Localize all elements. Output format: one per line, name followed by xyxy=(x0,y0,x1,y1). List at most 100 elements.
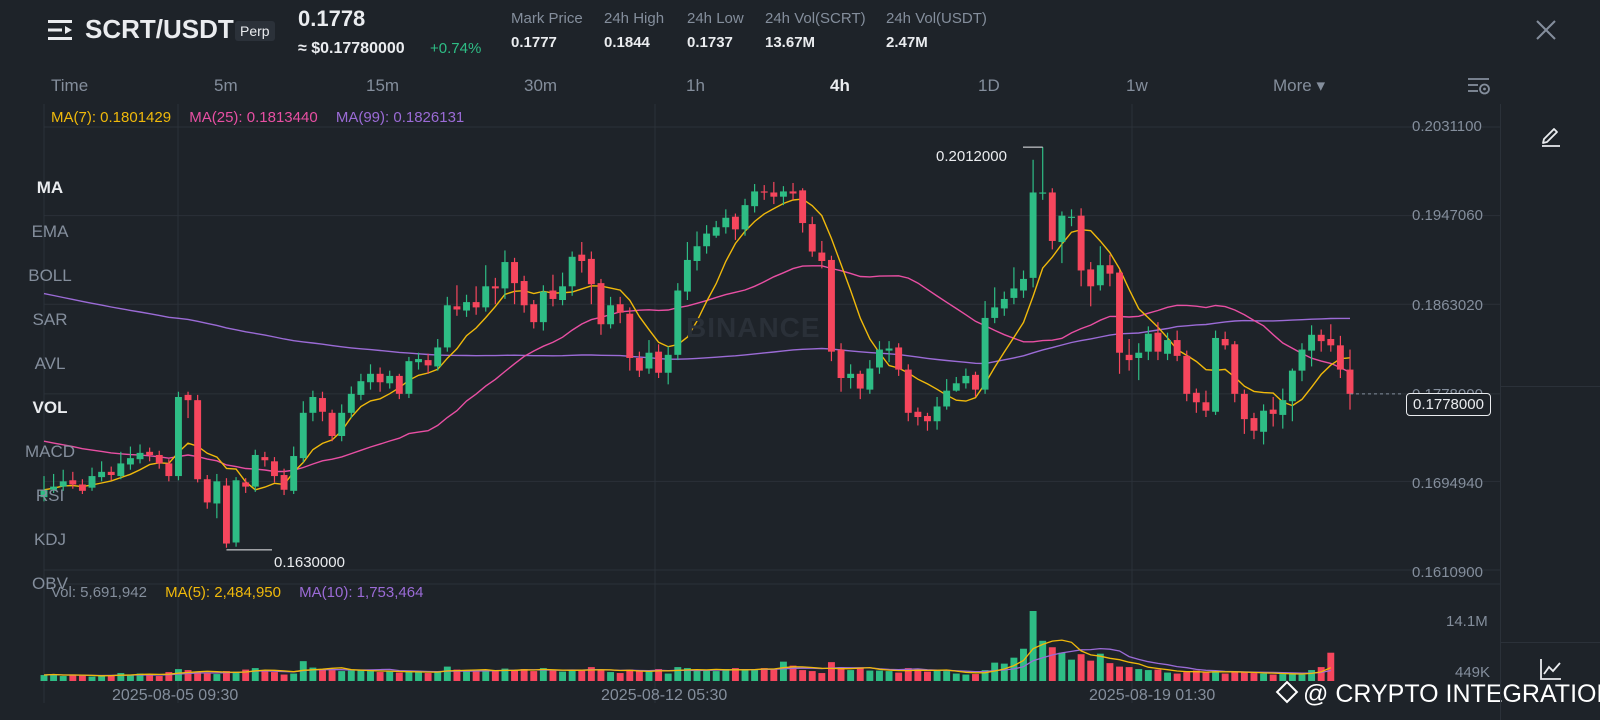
stat-value: 0.1844 xyxy=(604,34,650,51)
candle-body xyxy=(69,480,77,485)
volume-bar xyxy=(722,669,730,681)
candle-body xyxy=(1260,410,1268,432)
chart-settings-icon[interactable] xyxy=(1467,76,1491,96)
candle-body xyxy=(645,352,653,369)
candle-body xyxy=(1048,192,1056,241)
price-change: +0.74% xyxy=(430,40,482,57)
candle-body xyxy=(827,259,835,352)
candle-body xyxy=(1077,215,1085,271)
stat-24h-vol-base: 24h Vol(SCRT) 13.67M xyxy=(765,10,866,51)
candle-body xyxy=(1240,393,1248,420)
indicator-obv[interactable]: OBV xyxy=(32,574,68,593)
candle-body xyxy=(386,375,394,384)
candle-body xyxy=(1221,339,1229,346)
volume-bar xyxy=(578,670,586,681)
indicator-macd[interactable]: MACD xyxy=(24,442,76,461)
vol-ma10-value: MA(10): 1,753,464 xyxy=(299,584,424,601)
pen-icon[interactable] xyxy=(1539,123,1563,147)
volume-bar xyxy=(616,673,624,681)
volume-bar xyxy=(645,671,653,681)
candle-body xyxy=(213,481,221,504)
volume-bar xyxy=(655,669,663,681)
volume-bar xyxy=(914,668,922,681)
volume-bar xyxy=(367,671,374,681)
volume-bar xyxy=(424,673,432,681)
candle-body xyxy=(933,406,941,422)
candle-body xyxy=(578,254,586,261)
volume-bar xyxy=(98,676,106,681)
current-price-tag: 0.1778000 xyxy=(1406,393,1491,416)
volume-bar xyxy=(991,662,999,681)
volume-bar xyxy=(69,675,77,681)
candle-body xyxy=(1269,409,1277,414)
volume-bar xyxy=(40,675,48,681)
ma7-value: MA(7): 0.1801429 xyxy=(51,109,172,126)
stat-value: 2.47M xyxy=(886,34,928,51)
indicator-ema[interactable]: EMA xyxy=(31,222,69,241)
volume-bar xyxy=(242,669,250,681)
pair-title[interactable]: SCRT/USDT xyxy=(85,14,234,44)
low-annotation: 0.1630000 xyxy=(274,554,345,571)
stat-24h-high: 24h High 0.1844 xyxy=(604,10,664,51)
tab-30m[interactable]: 30m xyxy=(524,76,558,95)
tab-1d[interactable]: 1D xyxy=(978,76,1000,95)
indicator-kdj[interactable]: KDJ xyxy=(33,530,67,549)
volume-bar xyxy=(50,674,58,681)
volume-bar xyxy=(1202,671,1210,681)
volume-bar xyxy=(1240,672,1248,681)
candle-body xyxy=(1135,352,1143,358)
volume-bar xyxy=(1250,673,1258,681)
volume-bar xyxy=(866,670,874,681)
volume-bar xyxy=(549,670,557,681)
tab-15m[interactable]: 15m xyxy=(366,76,400,95)
candle-body xyxy=(1173,340,1181,356)
candle-body xyxy=(203,479,211,503)
candle-body xyxy=(981,317,989,390)
candle-body xyxy=(328,412,336,437)
tab-more[interactable]: More ▾ xyxy=(1273,76,1325,95)
candle-body xyxy=(1212,337,1220,412)
candlestick-chart[interactable] xyxy=(0,104,1500,720)
candle-body xyxy=(98,471,106,478)
close-icon[interactable] xyxy=(1534,18,1558,42)
volume-bar xyxy=(808,671,816,681)
candle-body xyxy=(683,259,691,292)
tab-5m[interactable]: 5m xyxy=(214,76,238,95)
volume-bar xyxy=(386,671,394,681)
indicator-ma[interactable]: MA xyxy=(36,178,64,197)
volume-bar xyxy=(1077,654,1085,681)
candle-body xyxy=(693,246,701,261)
indicator-boll[interactable]: BOLL xyxy=(28,266,72,285)
brand-watermark: @ CRYPTO INTEGRATION xyxy=(1275,680,1600,709)
candle-body xyxy=(924,415,931,422)
menu-icon[interactable] xyxy=(48,18,74,42)
volume-bar xyxy=(415,672,422,681)
indicator-sar[interactable]: SAR xyxy=(32,310,68,329)
volume-bar xyxy=(693,670,701,681)
tab-1h[interactable]: 1h xyxy=(686,76,705,95)
ma25-value: MA(25): 0.1813440 xyxy=(189,109,318,126)
volume-bar xyxy=(530,671,538,681)
volume-bar xyxy=(290,673,298,681)
indicator-rsi[interactable]: RSI xyxy=(35,486,65,505)
volume-bar xyxy=(491,671,499,681)
ma-legend: MA(7): 0.1801429 MA(25): 0.1813440 MA(99… xyxy=(51,109,478,126)
candle-body xyxy=(357,381,365,395)
candle-body xyxy=(760,191,768,193)
candle-body xyxy=(808,224,816,252)
volume-bar xyxy=(357,670,365,681)
candle-body xyxy=(1039,192,1047,194)
tab-time[interactable]: Time xyxy=(51,76,89,95)
candle-body xyxy=(280,475,288,490)
volume-bar xyxy=(1087,660,1095,681)
tab-1w[interactable]: 1w xyxy=(1126,76,1148,95)
candle-body xyxy=(1125,354,1133,361)
indicator-avl[interactable]: AVL xyxy=(34,354,66,373)
indicator-vol[interactable]: VOL xyxy=(32,398,68,417)
volume-bar xyxy=(837,667,845,681)
volume-bar xyxy=(511,670,519,681)
candle-body xyxy=(194,400,202,480)
line-chart-icon[interactable] xyxy=(1540,658,1562,680)
tab-4h[interactable]: 4h xyxy=(830,76,850,95)
candle-body xyxy=(1144,333,1152,352)
